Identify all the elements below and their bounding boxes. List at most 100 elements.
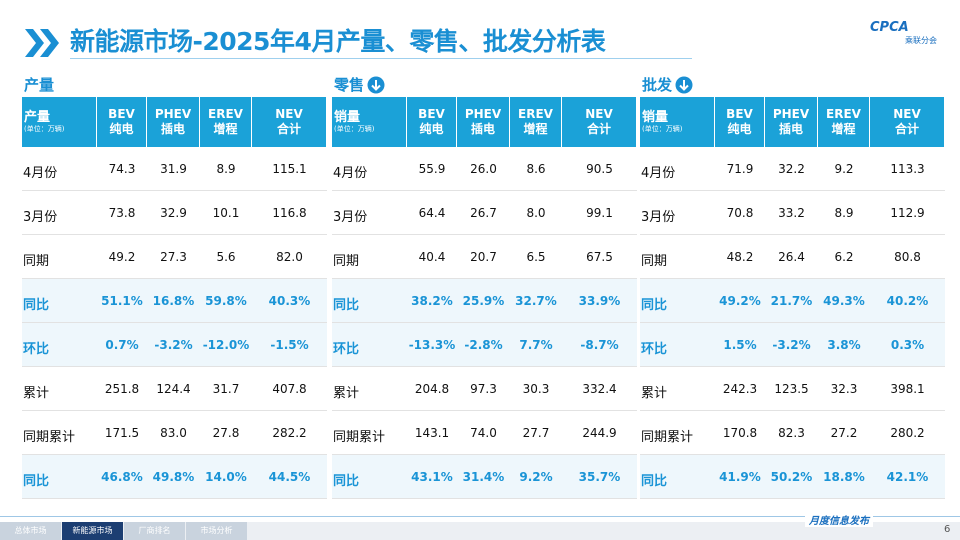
table-cell: 64.4 [407,191,457,235]
column-header: EREV 增程 [200,97,251,147]
footer-rule [0,516,960,517]
column-header: NEV 合计 [252,97,326,147]
table-cell: -13.3% [407,323,457,367]
logo-sub: 乘联分会 [905,36,937,45]
table-cell: 25.9% [457,279,510,323]
row-label: 同比 [22,455,97,499]
unit-label: (单位：万辆) [334,125,375,133]
table-cell: 332.4 [562,367,637,411]
table-cell: 50.2% [765,455,818,499]
table-cell: 9.2 [818,147,870,191]
table-cell: 171.5 [97,411,147,455]
column-header-line: 纯电 [419,122,444,136]
footer-tab: 市场分析 [186,522,247,540]
row-label: 累计 [332,367,407,411]
table-cell: 27.7 [510,411,562,455]
table-cell: 40.3% [252,279,327,323]
down-icon [675,76,693,93]
column-header-line: NEV [275,107,303,121]
column-header: PHEV 插电 [765,97,817,147]
column-header-line: PHEV [464,107,502,121]
column-header-line: BEV [726,107,753,121]
footer-tab: 新能源市场 [62,522,123,540]
table-cell: 18.8% [818,455,870,499]
table-cell: 6.2 [818,235,870,279]
footer-tab: 总体市场 [0,522,61,540]
row-label: 环比 [332,323,407,367]
table-cell: 32.2 [765,147,818,191]
column-header-line: 增程 [831,122,856,136]
table-cell: 112.9 [870,191,945,235]
corner-label: 销量 [334,110,361,125]
table-cell: 0.3% [870,323,945,367]
table-cell: 55.9 [407,147,457,191]
table-cell: 8.0 [510,191,562,235]
section-title: 批发 [642,74,693,95]
table-cell: 143.1 [407,411,457,455]
column-header: PHEV 插电 [457,97,509,147]
table-cell: 3.8% [818,323,870,367]
table-cell: 38.2% [407,279,457,323]
table-cell: 99.1 [562,191,637,235]
column-header-line: NEV [893,107,921,121]
table-cell: 41.9% [715,455,765,499]
slogan: 月度信息发布 [805,512,873,527]
table-cell: -3.2% [147,323,200,367]
column-header-line: EREV [208,107,243,121]
header-corner: 销量 (单位：万辆) [640,97,714,147]
table-cell: 27.8 [200,411,252,455]
corner-label: 产量 [24,110,51,125]
table-cell: 31.9 [147,147,200,191]
row-label: 同比 [640,455,715,499]
table-cell: 83.0 [147,411,200,455]
table-cell: 170.8 [715,411,765,455]
page-title: 新能源市场-2025年4月产量、零售、批发分析表 [70,27,606,56]
table-cell: 0.7% [97,323,147,367]
row-label: 同期 [332,235,407,279]
table-cell: 32.9 [147,191,200,235]
table-cell: 70.8 [715,191,765,235]
table-cell: 49.2% [715,279,765,323]
table-cell: -1.5% [252,323,327,367]
column-header-line: 合计 [586,122,611,136]
table-cell: 67.5 [562,235,637,279]
column-header: BEV 纯电 [715,97,764,147]
row-label: 同比 [640,279,715,323]
title-rule [70,58,692,59]
row-label: 3月份 [640,191,715,235]
table-cell: 6.5 [510,235,562,279]
column-header-line: 插电 [778,122,803,136]
table-cell: 30.3 [510,367,562,411]
column-header-line: PHEV [154,107,192,121]
column-header-line: 插电 [160,122,185,136]
table-cell: 8.9 [818,191,870,235]
table-cell: 49.8% [147,455,200,499]
table-cell: 82.0 [252,235,327,279]
row-label: 4月份 [640,147,715,191]
table-cell: 43.1% [407,455,457,499]
table-cell: 26.0 [457,147,510,191]
table-cell: 407.8 [252,367,327,411]
table-cell: 48.2 [715,235,765,279]
column-header-line: 插电 [470,122,495,136]
table-cell: -12.0% [200,323,252,367]
column-header-line: BEV [108,107,135,121]
table-cell: 32.3 [818,367,870,411]
table-cell: 49.2 [97,235,147,279]
table-cell: 59.8% [200,279,252,323]
row-label: 4月份 [22,147,97,191]
table-cell: 40.4 [407,235,457,279]
table-cell: -3.2% [765,323,818,367]
column-header: NEV 合计 [870,97,944,147]
column-header-line: BEV [418,107,445,121]
column-header: BEV 纯电 [407,97,456,147]
table-cell: 16.8% [147,279,200,323]
column-header-line: 纯电 [727,122,752,136]
table-cell: 26.7 [457,191,510,235]
column-header: NEV 合计 [562,97,636,147]
table-cell: 80.8 [870,235,945,279]
section-label: 产量 [24,76,55,94]
column-header-line: EREV [826,107,861,121]
table-cell: 10.1 [200,191,252,235]
row-label: 同比 [22,279,97,323]
